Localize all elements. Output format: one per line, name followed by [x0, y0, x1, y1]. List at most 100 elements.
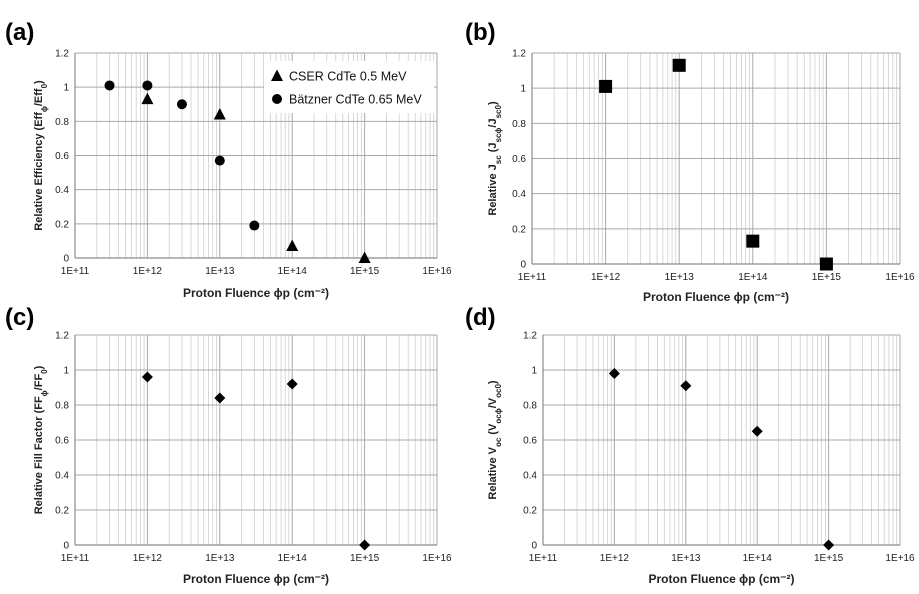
panel-label: (d) [465, 304, 496, 331]
y-axis-label: Relative Voc (Vocϕ/Voc0) [487, 380, 503, 500]
x-tick-label: 1E+15 [812, 272, 842, 283]
y-axis-label-subscript: sc0 [494, 105, 503, 119]
x-tick-label: 1E+14 [738, 272, 768, 283]
y-tick-label: 1.2 [55, 331, 69, 342]
y-tick-label: 0.4 [523, 471, 537, 482]
chart-panel-d: 0 0.2 0.4 0.6 0.8 1 1.2 1E+11 1E+12 1E+13 1E+14 1E+… [465, 304, 915, 586]
x-tick-label: 1E+14 [278, 553, 308, 564]
y-axis-label-part: /V [487, 397, 499, 408]
y-axis-label-subscript: oc [494, 437, 503, 447]
y-tick-label: 0.6 [55, 151, 69, 162]
y-tick-label: 0.8 [512, 119, 526, 130]
x-tick-label: 1E+15 [814, 553, 844, 564]
data-point-circle [142, 80, 153, 91]
x-tick-label: 1E+16 [885, 553, 915, 564]
x-tick-label: 1E+13 [205, 553, 235, 564]
y-tick-label: 0.2 [523, 506, 537, 517]
y-axis-label-subscript: oc0 [494, 384, 503, 398]
y-axis-label: Relative Efficiency (Effϕ/Eff0) [33, 80, 49, 231]
data-point-diamond [286, 378, 298, 390]
x-tick-label: 1E+11 [518, 272, 547, 283]
y-tick-label: 0 [520, 260, 526, 271]
y-axis-label-part: ) [33, 365, 45, 369]
y-axis-label: Relative Jsc (Jscϕ/Jsc0) [487, 101, 503, 216]
x-tick-label: 1E+11 [61, 553, 90, 564]
x-tick-label: 1E+11 [529, 553, 558, 564]
y-axis-label: Relative Fill Factor (FFϕ/FF0) [33, 365, 49, 514]
x-tick-label: 1E+16 [885, 272, 915, 283]
y-tick-label: 1.2 [55, 49, 69, 60]
y-tick-label: 0.2 [512, 224, 526, 235]
y-tick-label: 0.4 [55, 185, 69, 196]
y-tick-label: 0.6 [523, 436, 537, 447]
y-tick-label: 0 [63, 254, 69, 265]
y-tick-label: 0.6 [55, 436, 69, 447]
x-tick-label: 1E+12 [600, 553, 630, 564]
y-tick-label: 0.8 [55, 117, 69, 128]
data-point-diamond [214, 392, 226, 404]
y-axis-label-part: ) [487, 380, 499, 384]
data-point-square [672, 58, 686, 72]
panel-label: (a) [5, 19, 34, 46]
y-axis-label-subscript: ocϕ [494, 408, 503, 423]
y-axis-label-part: ) [487, 101, 499, 105]
y-tick-label: 0.6 [512, 154, 526, 165]
chart-panel-b: 0 0.2 0.4 0.6 0.8 1 1.2 1E+11 1E+12 1E+13 1E+14 1E+… [465, 19, 915, 304]
x-tick-label: 1E+13 [665, 272, 695, 283]
y-axis-label-subscript: 0 [40, 83, 49, 88]
data-point-diamond [359, 539, 371, 551]
data-point-diamond [823, 539, 835, 551]
y-tick-label: 1 [63, 366, 69, 377]
y-axis-label-subscript: 0 [40, 369, 49, 374]
x-axis-label: Proton Fluence ϕp (cm⁻²) [183, 572, 329, 586]
x-tick-label: 1E+13 [671, 553, 701, 564]
y-axis-label-part: /J [487, 118, 499, 127]
x-tick-label: 1E+15 [350, 266, 380, 277]
data-point-triangle [141, 92, 154, 105]
x-tick-label: 1E+16 [422, 553, 452, 564]
data-point-circle [214, 155, 225, 166]
y-tick-label: 1.2 [523, 331, 537, 342]
y-tick-label: 0.4 [55, 471, 69, 482]
y-axis-label-subscript: scϕ [494, 128, 503, 143]
panel-label: (c) [5, 304, 34, 331]
x-tick-label: 1E+12 [591, 272, 621, 283]
y-axis-label-part: (V [487, 423, 499, 438]
data-point-diamond [680, 380, 692, 392]
y-tick-label: 0.2 [55, 219, 69, 230]
data-point-circle [249, 220, 260, 231]
legend-entry: Bätzner CdTe 0.65 MeV [289, 93, 422, 107]
data-point-circle [176, 99, 187, 110]
data-point-square [819, 257, 833, 271]
data-point-triangle [213, 108, 226, 120]
y-tick-label: 0.8 [523, 401, 537, 412]
legend-marker-circle [272, 94, 282, 104]
legend: CSER CdTe 0.5 MeV Bätzner CdTe 0.65 MeV [264, 61, 434, 113]
legend-background [264, 61, 434, 113]
x-tick-label: 1E+14 [278, 266, 308, 277]
data-point-square [746, 234, 760, 248]
y-axis-label-part: Relative Efficiency (Eff [33, 112, 45, 231]
x-tick-label: 1E+15 [350, 553, 380, 564]
x-axis-label: Proton Fluence ϕp (cm⁻²) [643, 290, 789, 304]
data-point-diamond [141, 371, 153, 383]
data-point-square [599, 79, 613, 93]
y-tick-label: 0.4 [512, 189, 526, 200]
y-axis-label-part: /Eff [33, 88, 45, 106]
x-tick-label: 1E+13 [205, 266, 235, 277]
x-tick-label: 1E+16 [422, 266, 452, 277]
y-tick-label: 0.2 [55, 506, 69, 517]
y-axis-label-subscript: ϕ [40, 390, 49, 396]
y-tick-label: 1.2 [512, 49, 526, 60]
data-point-diamond [608, 368, 620, 379]
y-axis-label-part: /FF [33, 374, 45, 391]
x-axis-label: Proton Fluence ϕp (cm⁻²) [649, 572, 795, 586]
x-tick-label: 1E+14 [743, 553, 773, 564]
x-tick-label: 1E+11 [61, 266, 90, 277]
x-axis-label: Proton Fluence ϕp (cm⁻²) [183, 286, 329, 300]
y-tick-label: 1 [531, 366, 537, 377]
y-axis-label-part: Relative J [487, 164, 499, 215]
y-axis-label-subscript: ϕ [40, 106, 49, 112]
panel-label: (b) [465, 19, 496, 46]
